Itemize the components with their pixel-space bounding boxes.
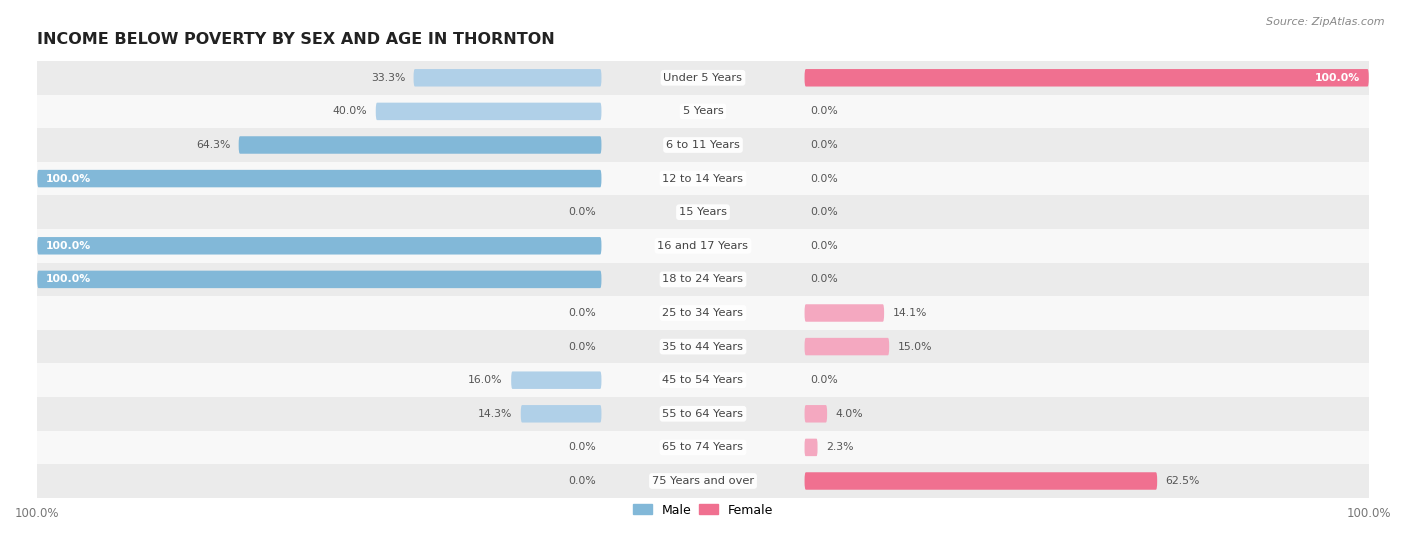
FancyBboxPatch shape — [804, 338, 889, 355]
Text: 35 to 44 Years: 35 to 44 Years — [662, 341, 744, 352]
Text: 33.3%: 33.3% — [371, 73, 405, 83]
Bar — [37, 162, 1369, 195]
Text: 40.0%: 40.0% — [333, 107, 367, 117]
Text: 64.3%: 64.3% — [195, 140, 231, 150]
Text: 0.0%: 0.0% — [810, 375, 838, 385]
Text: 0.0%: 0.0% — [810, 275, 838, 285]
Text: 0.0%: 0.0% — [568, 207, 596, 217]
Text: 5 Years: 5 Years — [683, 107, 723, 117]
FancyBboxPatch shape — [804, 304, 884, 322]
Text: 16.0%: 16.0% — [468, 375, 503, 385]
FancyBboxPatch shape — [804, 69, 1369, 86]
Text: 25 to 34 Years: 25 to 34 Years — [662, 308, 744, 318]
Text: 16 and 17 Years: 16 and 17 Years — [658, 241, 748, 251]
Text: 0.0%: 0.0% — [568, 308, 596, 318]
Text: 45 to 54 Years: 45 to 54 Years — [662, 375, 744, 385]
Text: 0.0%: 0.0% — [568, 476, 596, 486]
Bar — [37, 296, 1369, 330]
Bar — [37, 128, 1369, 162]
Text: 75 Years and over: 75 Years and over — [652, 476, 754, 486]
Text: 0.0%: 0.0% — [810, 140, 838, 150]
Text: 65 to 74 Years: 65 to 74 Years — [662, 442, 744, 453]
Text: 0.0%: 0.0% — [810, 174, 838, 184]
Text: INCOME BELOW POVERTY BY SEX AND AGE IN THORNTON: INCOME BELOW POVERTY BY SEX AND AGE IN T… — [37, 32, 555, 47]
Text: 100.0%: 100.0% — [46, 174, 91, 184]
FancyBboxPatch shape — [512, 372, 602, 389]
FancyBboxPatch shape — [37, 271, 602, 288]
Text: Source: ZipAtlas.com: Source: ZipAtlas.com — [1267, 17, 1385, 27]
Bar — [37, 431, 1369, 464]
Text: Under 5 Years: Under 5 Years — [664, 73, 742, 83]
FancyBboxPatch shape — [375, 103, 602, 120]
Text: 15.0%: 15.0% — [897, 341, 932, 352]
FancyBboxPatch shape — [413, 69, 602, 86]
Text: 4.0%: 4.0% — [835, 409, 863, 419]
FancyBboxPatch shape — [37, 170, 602, 187]
FancyBboxPatch shape — [37, 237, 602, 254]
Text: 2.3%: 2.3% — [825, 442, 853, 453]
Text: 6 to 11 Years: 6 to 11 Years — [666, 140, 740, 150]
Text: 0.0%: 0.0% — [568, 442, 596, 453]
Text: 0.0%: 0.0% — [810, 207, 838, 217]
Text: 18 to 24 Years: 18 to 24 Years — [662, 275, 744, 285]
Bar — [37, 330, 1369, 363]
Bar — [37, 229, 1369, 263]
Bar — [37, 464, 1369, 498]
Bar — [37, 363, 1369, 397]
Text: 14.1%: 14.1% — [893, 308, 927, 318]
Text: 12 to 14 Years: 12 to 14 Years — [662, 174, 744, 184]
Text: 0.0%: 0.0% — [568, 341, 596, 352]
Bar — [37, 195, 1369, 229]
FancyBboxPatch shape — [239, 136, 602, 153]
FancyBboxPatch shape — [804, 405, 827, 422]
FancyBboxPatch shape — [804, 472, 1157, 490]
Bar — [37, 263, 1369, 296]
Text: 100.0%: 100.0% — [1315, 73, 1360, 83]
Text: 0.0%: 0.0% — [810, 107, 838, 117]
Bar — [37, 61, 1369, 95]
Text: 62.5%: 62.5% — [1166, 476, 1199, 486]
Bar — [37, 397, 1369, 431]
Text: 15 Years: 15 Years — [679, 207, 727, 217]
Text: 55 to 64 Years: 55 to 64 Years — [662, 409, 744, 419]
FancyBboxPatch shape — [804, 439, 817, 456]
Text: 100.0%: 100.0% — [46, 241, 91, 251]
Text: 100.0%: 100.0% — [46, 275, 91, 285]
Bar — [37, 95, 1369, 128]
FancyBboxPatch shape — [520, 405, 602, 422]
Text: 14.3%: 14.3% — [478, 409, 512, 419]
Legend: Male, Female: Male, Female — [628, 498, 778, 522]
Text: 0.0%: 0.0% — [810, 241, 838, 251]
